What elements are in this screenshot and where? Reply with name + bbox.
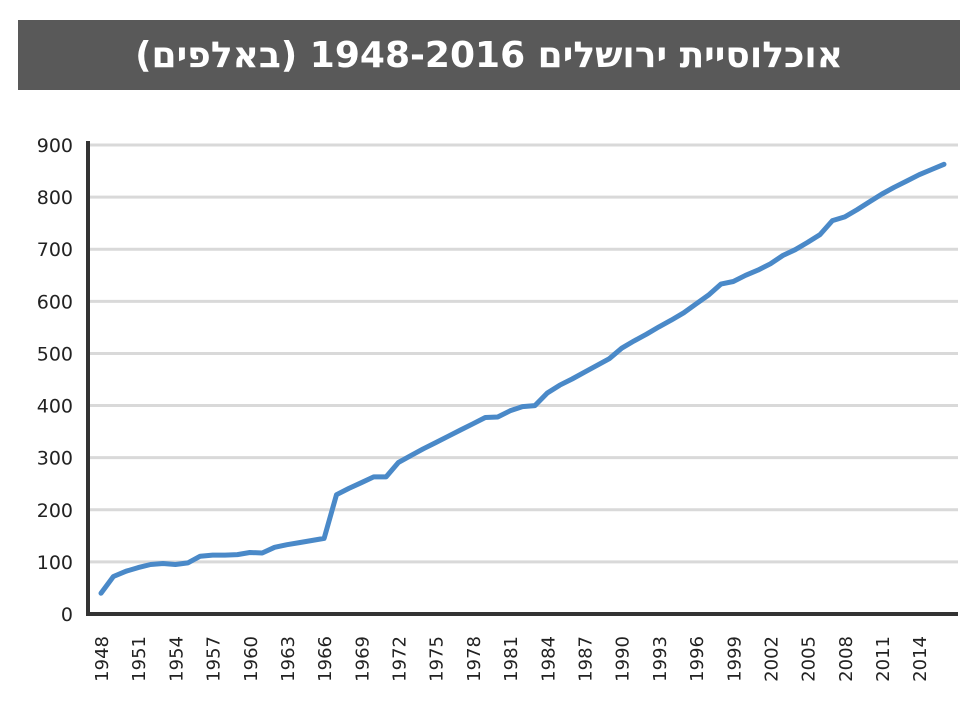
chart-title: אוכלוסיית ירושלים 1948-2016 (באלפים) bbox=[135, 34, 843, 76]
x-tick-label: 1957 bbox=[204, 636, 225, 682]
y-tick-label: 300 bbox=[37, 448, 73, 470]
x-tick-label: 2005 bbox=[799, 636, 820, 682]
chart-title-bar: אוכלוסיית ירושלים 1948-2016 (באלפים) bbox=[18, 20, 960, 90]
x-tick-label: 2014 bbox=[910, 636, 931, 682]
x-tick-label: 1993 bbox=[650, 636, 671, 682]
y-tick-label: 900 bbox=[37, 135, 73, 157]
x-tick-label: 2008 bbox=[836, 636, 857, 682]
x-tick-label: 2002 bbox=[761, 636, 782, 682]
x-tick-label: 1999 bbox=[724, 636, 745, 682]
x-tick-label: 1960 bbox=[241, 636, 262, 682]
x-tick-label: 1966 bbox=[315, 636, 336, 682]
y-tick-label: 800 bbox=[37, 187, 73, 209]
population-line bbox=[98, 161, 947, 596]
y-tick-label: 400 bbox=[37, 396, 73, 418]
x-tick-label: 1963 bbox=[278, 636, 299, 682]
x-tick-label: 1972 bbox=[390, 636, 411, 682]
y-tick-label: 200 bbox=[37, 500, 73, 522]
x-tick-label: 1996 bbox=[687, 636, 708, 682]
x-tick-label: 1978 bbox=[464, 636, 485, 682]
x-tick-label: 1975 bbox=[427, 636, 448, 682]
x-tick-label: 1984 bbox=[538, 636, 559, 682]
x-tick-label: 1951 bbox=[129, 636, 150, 682]
y-tick-label: 700 bbox=[37, 239, 73, 261]
x-tick-label: 1954 bbox=[166, 636, 187, 682]
y-tick-label: 0 bbox=[61, 604, 73, 626]
y-tick-label: 500 bbox=[37, 343, 73, 365]
y-tick-label: 100 bbox=[37, 552, 73, 574]
x-tick-label: 2011 bbox=[873, 636, 894, 682]
x-tick-label: 1981 bbox=[501, 636, 522, 682]
x-tick-label: 1987 bbox=[575, 636, 596, 682]
x-tick-label: 1969 bbox=[352, 636, 373, 682]
x-tick-label: 1990 bbox=[613, 636, 634, 682]
x-tick-label: 1948 bbox=[92, 636, 113, 682]
y-tick-label: 600 bbox=[37, 291, 73, 313]
